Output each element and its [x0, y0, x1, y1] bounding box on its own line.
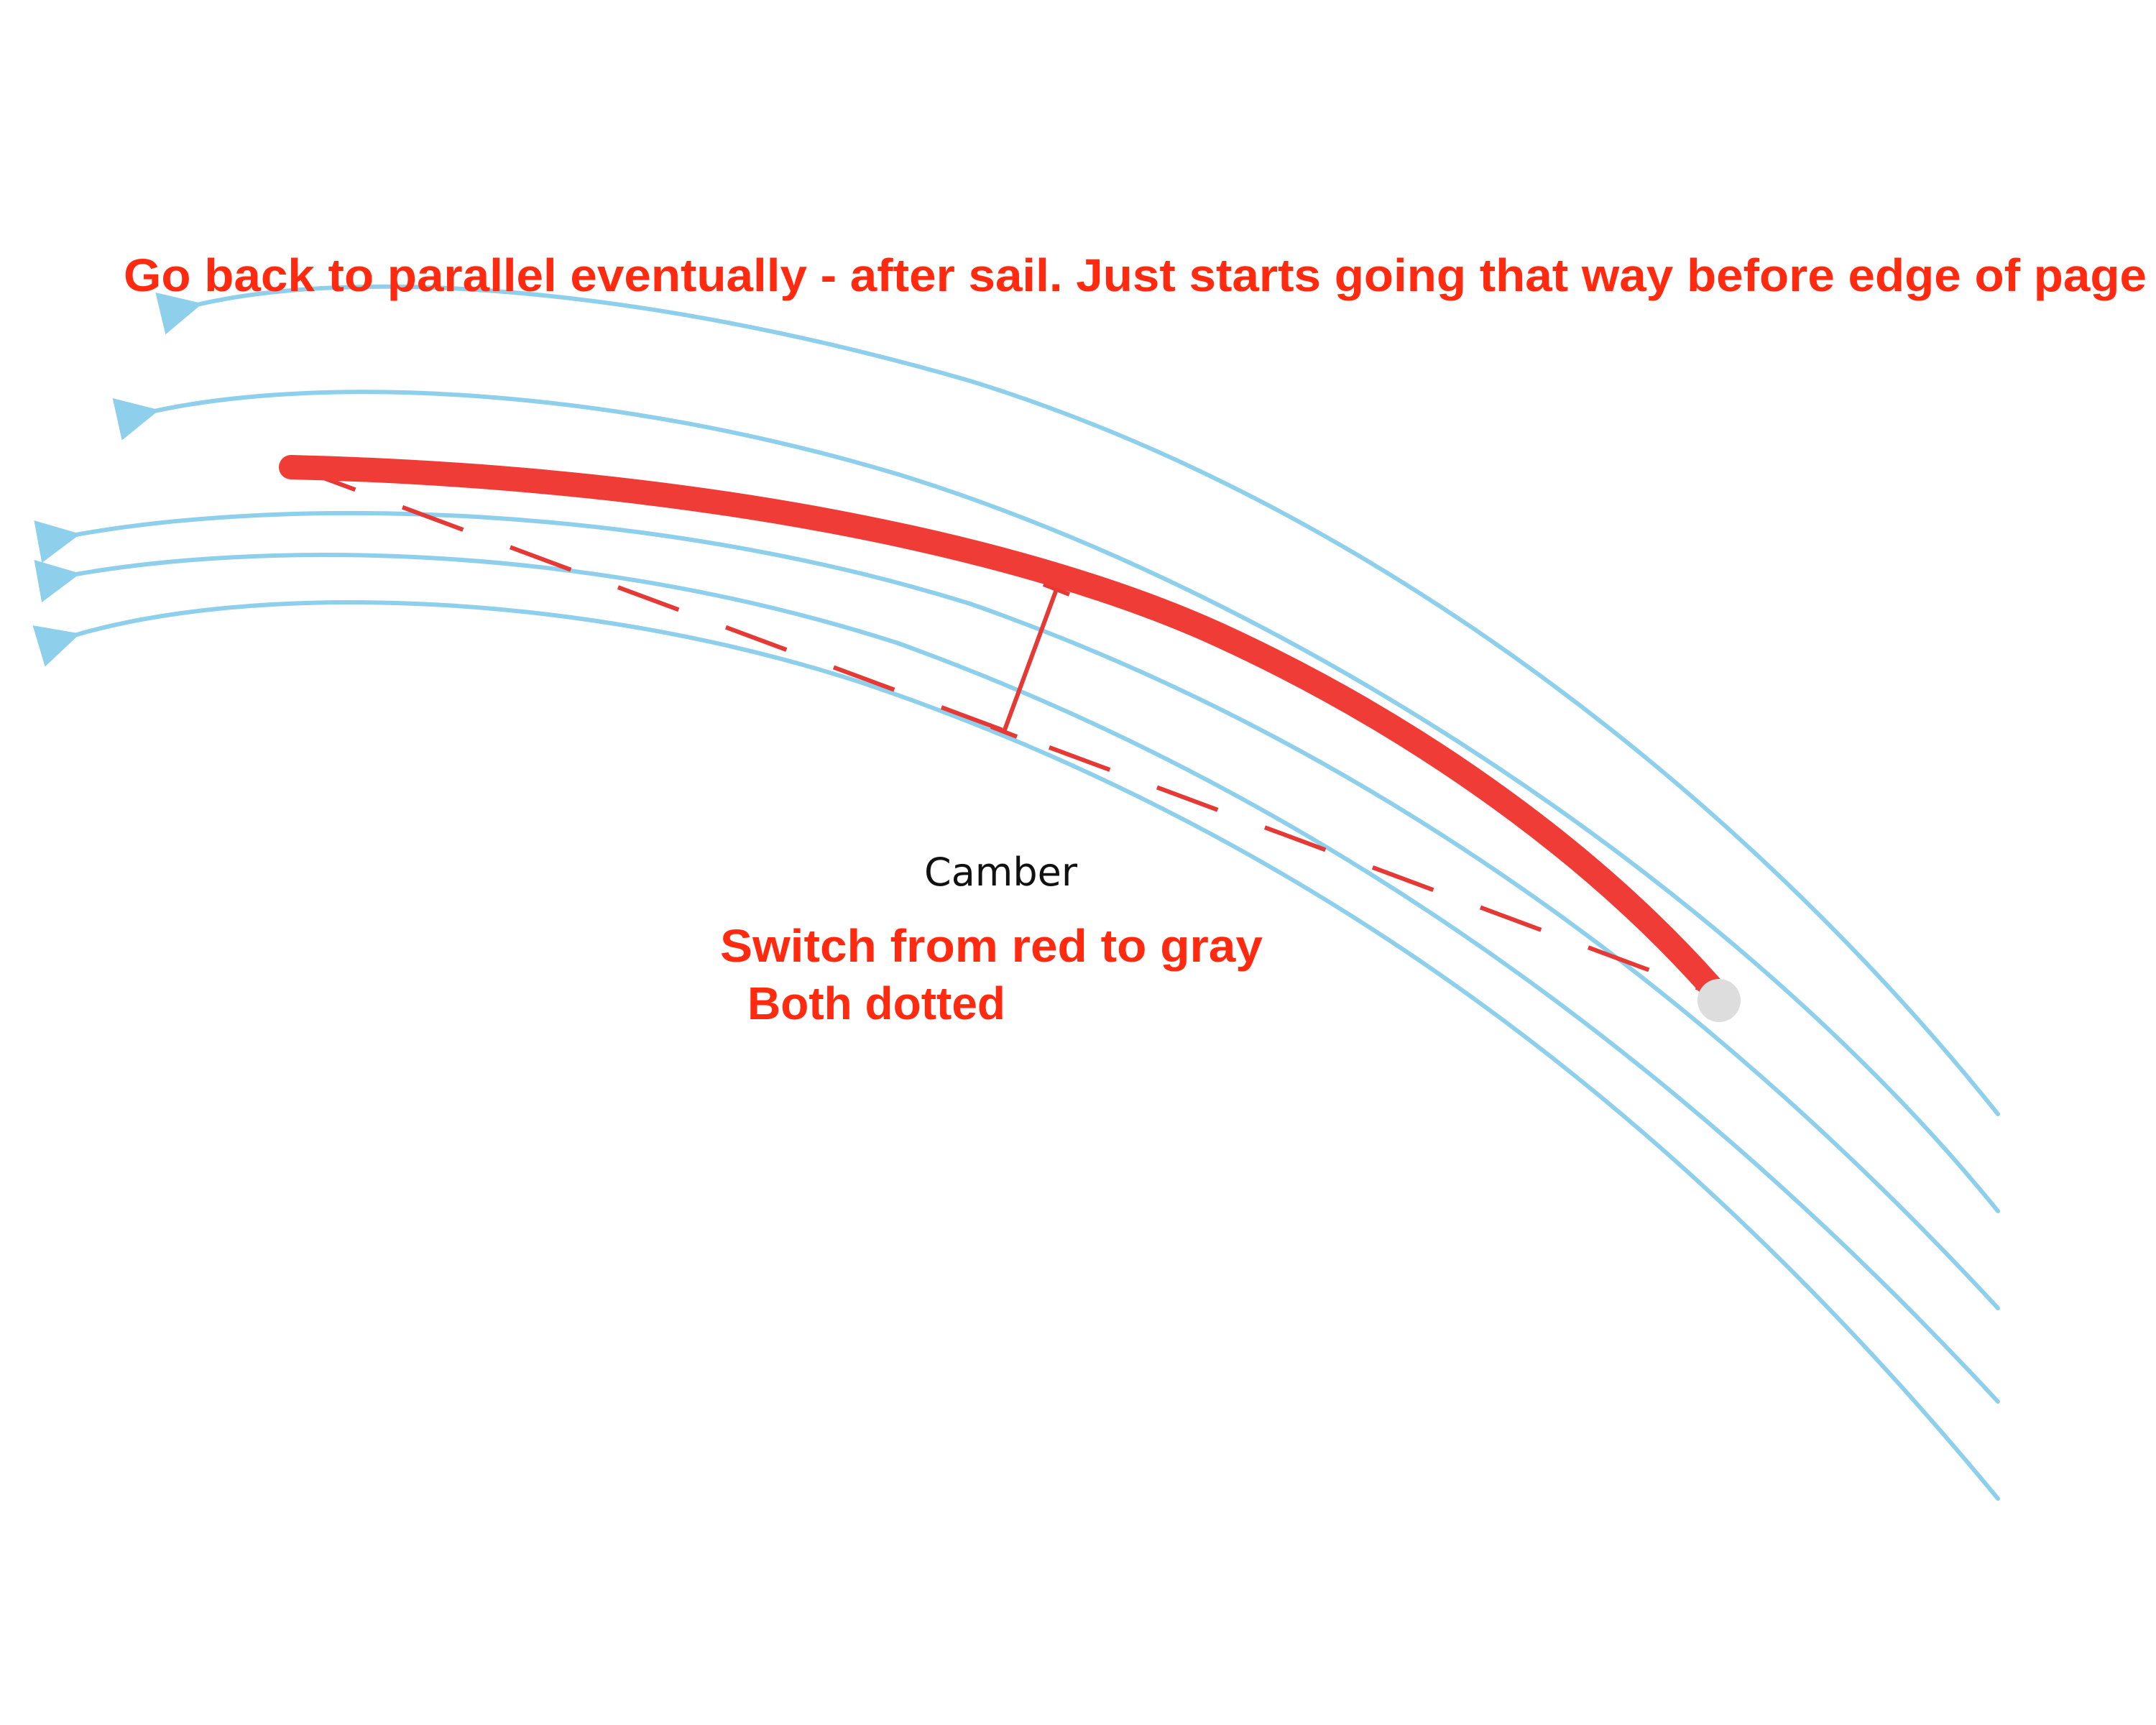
- flow-line-5: [32, 600, 2000, 1501]
- flow-line-2: [112, 390, 2000, 1213]
- flow-line-1: [155, 284, 2000, 1116]
- sail-curve: [279, 455, 1723, 998]
- top-annotation: Go back to parallel eventually - after s…: [124, 249, 2147, 301]
- camber-depth-marker: [990, 582, 1071, 739]
- airflow-streamlines: [32, 284, 2000, 1501]
- bottom-annotation-line-1: Switch from red to gray: [720, 920, 1263, 972]
- camber-label: Camber: [924, 850, 1078, 895]
- camber-depth-tick-bottom: [990, 724, 1018, 739]
- flow-line-3: [34, 510, 2000, 1310]
- camber-depth-line: [1002, 588, 1059, 733]
- camber-depth-tick-top: [1042, 582, 1071, 597]
- mast-circle: [1697, 979, 1741, 1022]
- bottom-annotation-line-2: Both dotted: [747, 978, 1005, 1029]
- flow-line-4: [34, 553, 2000, 1404]
- chord-line: [293, 465, 1719, 998]
